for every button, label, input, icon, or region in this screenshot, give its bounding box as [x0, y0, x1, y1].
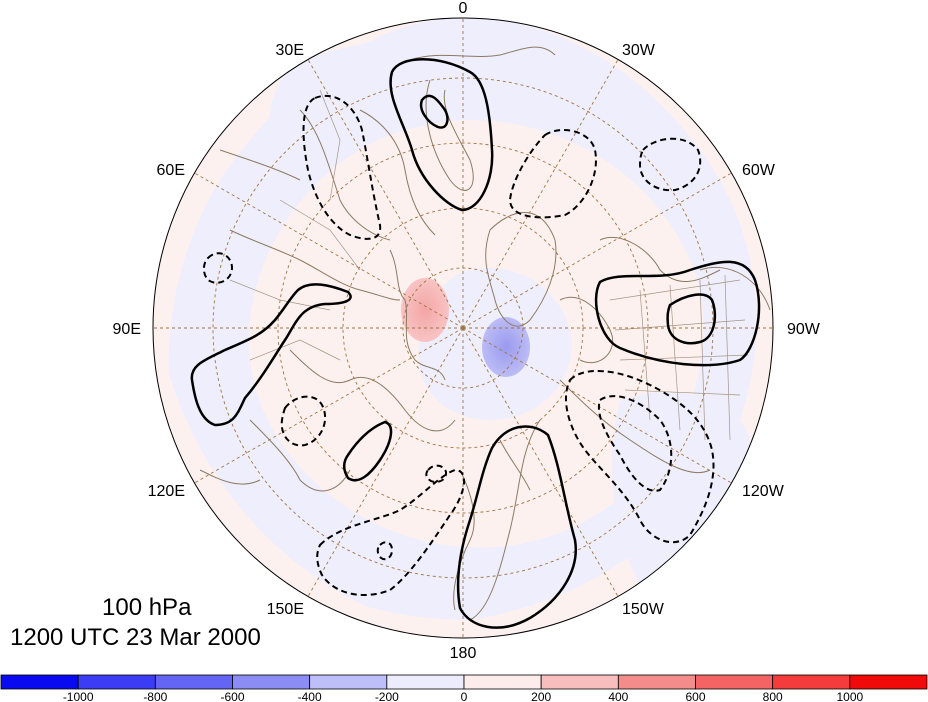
colorbar-box: [77, 674, 156, 690]
negative-contours: [202, 94, 715, 596]
contour-namerica-outer: [594, 260, 761, 367]
colorbar-tick-label: -400: [298, 690, 322, 702]
contour-neg-central-asia: [202, 252, 234, 284]
colorbar-box: [154, 674, 233, 690]
contour-neg-west-siberia: [302, 94, 382, 240]
colorbar-box: [309, 674, 388, 690]
positive-anomaly: [401, 278, 449, 342]
colorbar-tick-label: 1000: [836, 690, 863, 702]
colorbar-tick-labels: -1000 -800 -600 -400 -200 0 200 400 600 800 1000: [63, 690, 864, 702]
negative-patch-se: [611, 392, 750, 600]
lon-label-120w: 120W: [742, 483, 785, 500]
colorbar-box: [463, 674, 542, 690]
meridian-line: [194, 172, 464, 329]
positive-contours: [190, 58, 761, 629]
negative-anomaly: [482, 317, 530, 377]
lon-label-0: 0: [459, 0, 468, 17]
colorbar-tick-label: 200: [531, 690, 551, 702]
colorbar-tick-label: 400: [608, 690, 628, 702]
contour-neg-greenland-sea: [508, 129, 597, 219]
colorbar-tick-label: -800: [143, 690, 167, 702]
contour-europe-inner: [419, 94, 449, 129]
graticule: [153, 18, 773, 638]
meridian-line: [462, 327, 619, 597]
contour-asia: [190, 283, 352, 427]
colorbar-tick-label: 800: [763, 690, 783, 702]
contour-neg-small-pacific: [376, 541, 394, 561]
time-title: 1200 UTC 23 Mar 2000: [10, 624, 261, 651]
meridian-line: [307, 59, 464, 329]
lon-label-30w: 30W: [622, 42, 656, 59]
meridian-line: [462, 59, 619, 329]
shading-field: [153, 18, 773, 638]
negative-patch-nw: [270, 36, 474, 170]
lon-label-150e: 150E: [267, 601, 304, 618]
coastlines: [199, 46, 771, 621]
colorbar-box: [540, 674, 619, 690]
meridian-line: [462, 172, 732, 329]
colorbar-tick-label: -600: [220, 690, 244, 702]
lon-label-180: 180: [450, 645, 477, 662]
lon-label-90e: 90E: [113, 321, 141, 338]
lon-label-90w: 90W: [787, 321, 821, 338]
map-border: [152, 17, 774, 639]
colorbar-tick-label: 0: [461, 690, 468, 702]
lon-label-30e: 30E: [276, 42, 304, 59]
meridian-line: [194, 327, 464, 484]
contour-europe-outer: [389, 58, 494, 212]
colorbar-box: [695, 674, 774, 690]
colorbar-tick-label: -1000: [63, 690, 94, 702]
colorbar: -1000 -800 -600 -400 -200 0 200 400 600 800 1000: [0, 674, 928, 702]
colorbar-tick-label: 600: [685, 690, 705, 702]
lon-label-60w: 60W: [742, 162, 776, 179]
lat-circle-45: [277, 142, 649, 514]
contour-namerica-inner: [666, 293, 717, 345]
colorbar-box: [386, 674, 465, 690]
contour-neg-hudson: [597, 395, 673, 492]
negative-band: [168, 18, 757, 620]
contour-siberia-small: [343, 420, 393, 482]
contour-neg-north-america: [565, 369, 715, 544]
meridian-line: [462, 327, 732, 484]
contour-neg-labrador: [638, 137, 702, 192]
colorbar-boxes: [0, 674, 928, 690]
lon-label-150w: 150W: [622, 601, 665, 618]
colorbar-box: [0, 674, 79, 690]
colorbar-box: [617, 674, 696, 690]
polar-map: 0 30W 60W 90W 120W 150W 180 150E 120E 90…: [113, 0, 821, 662]
lon-label-60e: 60E: [157, 162, 185, 179]
contour-neg-east-asia: [280, 395, 327, 447]
colorbar-tick-label: -200: [375, 690, 399, 702]
level-title: 100 hPa: [102, 594, 192, 621]
contour-pacific: [456, 425, 578, 629]
meridian-labels: 0 30W 60W 90W 120W 150W 180 150E 120E 90…: [113, 0, 821, 662]
colorbar-box: [772, 674, 851, 690]
contour-neg-okhotsk: [425, 464, 448, 483]
colorbar-box: [849, 674, 928, 690]
colorbar-box: [232, 674, 311, 690]
meridian-line: [307, 327, 464, 597]
lon-label-120e: 120E: [148, 483, 185, 500]
